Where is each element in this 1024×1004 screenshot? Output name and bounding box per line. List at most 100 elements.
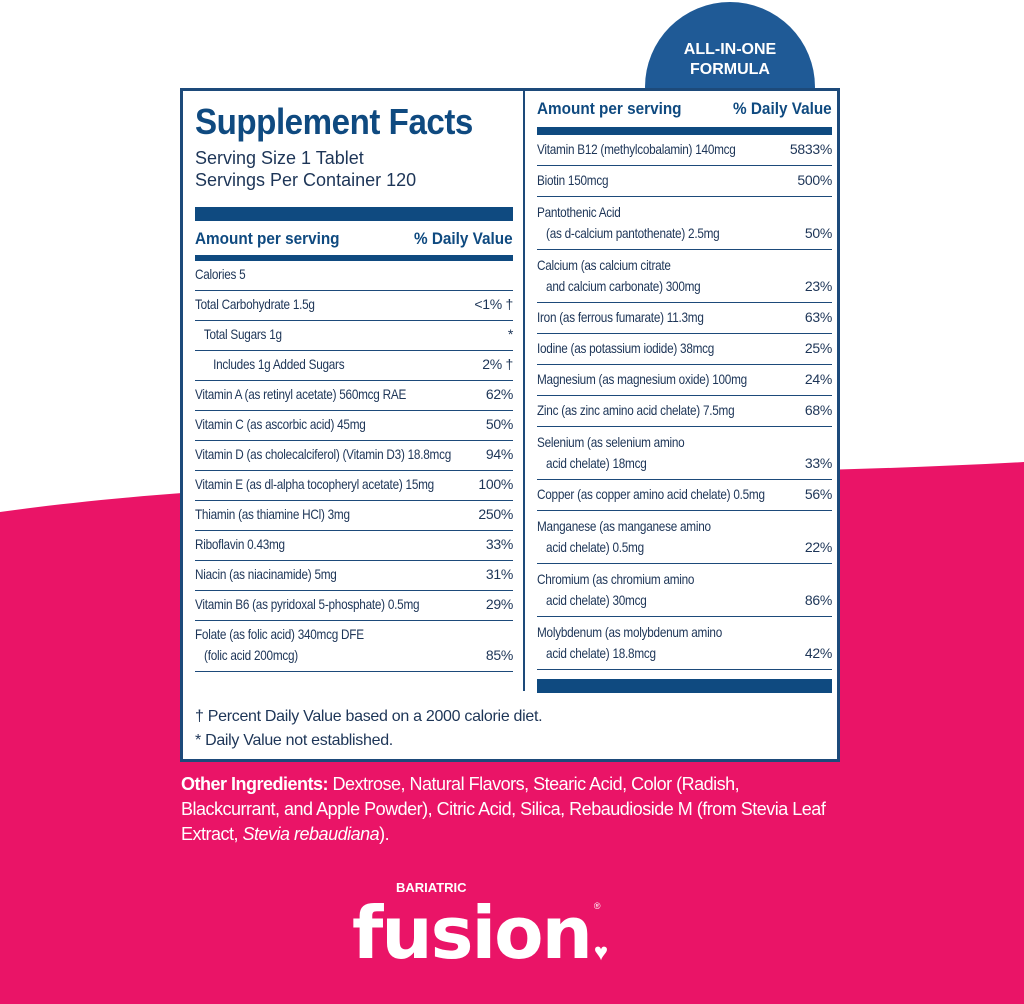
nutrient-name: Manganese (as manganese amino acid chela… [537,518,711,555]
left-column: Supplement Facts Serving Size 1 Tablet S… [195,91,513,672]
nutrient-row: Magnesium (as magnesium oxide) 100mg 24% [537,365,832,396]
nutrient-dv: 100% [478,476,513,492]
nutrient-row: Biotin 150mcg 500% [537,166,832,197]
thick-bar [195,207,513,221]
nutrient-dv: 94% [485,446,513,462]
nutrient-row: Molybdenum (as molybdenum amino acid che… [537,617,832,670]
nutrient-dv: 68% [804,402,832,418]
header-bar [537,127,832,135]
dv-header: % Daily Value [414,229,513,248]
nutrient-dv: 24% [804,371,832,387]
nutrient-row: Thiamin (as thiamine HCl) 3mg 250% [195,501,513,531]
nutrient-dv: 29% [485,596,513,612]
nutrient-dv: 33% [804,455,832,471]
logo-text-stack: BARIATRIC fusion [352,880,593,975]
nutrient-name: Total Sugars 1g [195,326,282,342]
nutrient-row: Total Sugars 1g * [195,321,513,351]
header-bar [195,255,513,261]
right-nutrient-list: Vitamin B12 (methylcobalamin) 140mcg 5833… [537,135,832,670]
nutrient-name: Zinc (as zinc amino acid chelate) 7.5mg [537,402,735,418]
nutrient-dv: 23% [804,278,832,294]
nutrient-name: Biotin 150mcg [537,172,609,188]
nutrient-name: Copper (as copper amino acid chelate) 0.… [537,486,765,502]
nutrient-name: Calcium (as calcium citrate and calcium … [537,257,701,294]
nutrient-row: Zinc (as zinc amino acid chelate) 7.5mg 6… [537,396,832,427]
ingredients-text: Dextrose, Natural Flavors, Stearic Acid,… [181,774,826,844]
nutrient-dv: 50% [804,225,832,241]
nutrient-name: Total Carbohydrate 1.5g [195,296,315,312]
ingredients-end: ). [379,824,390,844]
nutrient-dv: 62% [485,386,513,402]
nutrient-dv: 31% [485,566,513,582]
nutrient-dv: 86% [804,592,832,608]
nutrient-name: Magnesium (as magnesium oxide) 100mg [537,371,747,387]
nutrient-name: Vitamin C (as ascorbic acid) 45mg [195,416,366,432]
footnotes: † Percent Daily Value based on a 2000 ca… [195,705,543,753]
nutrient-name: Vitamin D (as cholecalciferol) (Vitamin … [195,446,451,462]
other-ingredients: Other Ingredients: Dextrose, Natural Fla… [181,772,831,847]
badge-line1: ALL-IN-ONE [683,41,777,58]
nutrient-row: Vitamin A (as retinyl acetate) 560mcg RA… [195,381,513,411]
nutrient-dv: 25% [804,340,832,356]
nutrient-row: Iron (as ferrous fumarate) 11.3mg 63% [537,303,832,334]
nutrient-name: Thiamin (as thiamine HCl) 3mg [195,506,350,522]
nutrient-row: Vitamin C (as ascorbic acid) 45mg 50% [195,411,513,441]
nutrient-row: Total Carbohydrate 1.5g <1% † [195,291,513,321]
nutrient-dv: 56% [804,486,832,502]
nutrient-dv: 500% [797,172,832,188]
nutrient-dv: 33% [485,536,513,552]
nutrient-name: Selenium (as selenium amino acid chelate… [537,434,685,471]
nutrient-row: Chromium (as chromium amino acid chelate… [537,564,832,617]
nutrient-row: Selenium (as selenium amino acid chelate… [537,427,832,480]
supplement-facts-panel: Supplement Facts Serving Size 1 Tablet S… [180,88,840,762]
registered-mark: ® [593,901,601,911]
nutrient-name: Pantothenic Acid (as d-calcium pantothen… [537,204,720,241]
heart-icon: ♥ [593,939,609,966]
nutrient-dv: 5833% [789,141,832,157]
nutrient-dv: 85% [485,647,513,663]
nutrient-row: Calcium (as calcium citrate and calcium … [537,250,832,303]
ingredients-italic: Stevia rebaudiana [242,824,380,844]
serving-size: Serving Size 1 Tablet [195,148,364,168]
column-header: Amount per serving % Daily Value [195,229,513,249]
nutrient-name: Vitamin B6 (as pyridoxal 5-phosphate) 0.… [195,596,420,612]
nutrient-row: Vitamin E (as dl-alpha tocopheryl acetat… [195,471,513,501]
nutrient-row: Vitamin B6 (as pyridoxal 5-phosphate) 0.… [195,591,513,621]
nutrient-dv: 42% [804,645,832,661]
nutrient-name: Niacin (as niacinamide) 5mg [195,566,337,582]
nutrient-dv: * [507,326,513,342]
column-header: Amount per serving % Daily Value [537,99,832,119]
nutrient-name: Includes 1g Added Sugars [195,356,345,372]
nutrient-row: Folate (as folic acid) 340mcg DFE (folic… [195,621,513,672]
nutrient-name: Riboflavin 0.43mg [195,536,285,552]
brand-logo: BARIATRIC fusion ® ♥ [352,880,608,971]
logo-wordmark: fusion [352,891,593,975]
nutrient-row: Vitamin B12 (methylcobalamin) 140mcg 5833… [537,135,832,166]
column-divider [523,91,525,691]
nutrient-name: Vitamin E (as dl-alpha tocopheryl acetat… [195,476,434,492]
nutrient-name: Calories 5 [195,266,246,282]
nutrient-name: Vitamin B12 (methylcobalamin) 140mcg [537,141,736,157]
ingredients-label: Other Ingredients: [181,774,329,794]
nutrient-row: Iodine (as potassium iodide) 38mcg 25% [537,334,832,365]
footnote-asterisk: * Daily Value not established. [195,732,393,749]
servings-per-container: Servings Per Container 120 [195,170,417,190]
nutrient-name: Chromium (as chromium amino acid chelate… [537,571,695,608]
nutrient-dv: 63% [804,309,832,325]
nutrient-name: Vitamin A (as retinyl acetate) 560mcg RA… [195,386,407,402]
nutrient-dv: 50% [485,416,513,432]
dv-header: % Daily Value [733,99,832,118]
nutrient-row: Manganese (as manganese amino acid chela… [537,511,832,564]
amount-header: Amount per serving [537,99,682,118]
nutrient-dv: 22% [804,539,832,555]
nutrient-row: Niacin (as niacinamide) 5mg 31% [195,561,513,591]
nutrient-row: Riboflavin 0.43mg 33% [195,531,513,561]
nutrient-dv: 2% † [482,356,513,372]
nutrient-name: Molybdenum (as molybdenum amino acid che… [537,624,723,661]
footnote-dagger: † Percent Daily Value based on a 2000 ca… [195,708,543,725]
nutrient-row: Pantothenic Acid (as d-calcium pantothen… [537,197,832,250]
nutrient-row: Vitamin D (as cholecalciferol) (Vitamin … [195,441,513,471]
panel-title: Supplement Facts [195,101,473,142]
nutrient-row: Includes 1g Added Sugars 2% † [195,351,513,381]
amount-header: Amount per serving [195,229,340,248]
